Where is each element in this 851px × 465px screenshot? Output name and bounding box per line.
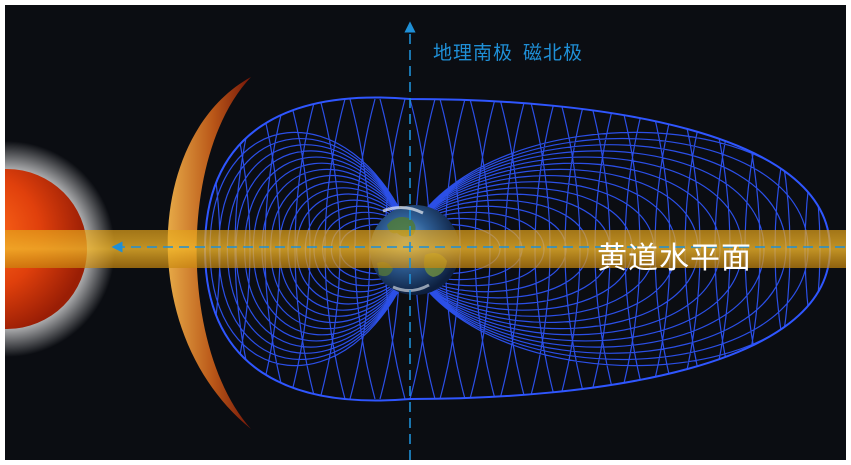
magnetic-north-pole-label: 磁北极 (523, 42, 584, 64)
bow-shock (167, 77, 251, 429)
pole-label: 地理南极 磁北极 (433, 38, 583, 65)
ecliptic-band (5, 230, 846, 268)
geographic-south-pole-label: 地理南极 (433, 42, 514, 64)
ecliptic-plane-label: 黄道水平面 (597, 241, 752, 276)
magnetosphere-diagram (5, 21, 846, 460)
diagram-frame: 地理南极 磁北极 黄道水平面 (5, 5, 846, 460)
magnetosphere-boundary (203, 96, 832, 402)
